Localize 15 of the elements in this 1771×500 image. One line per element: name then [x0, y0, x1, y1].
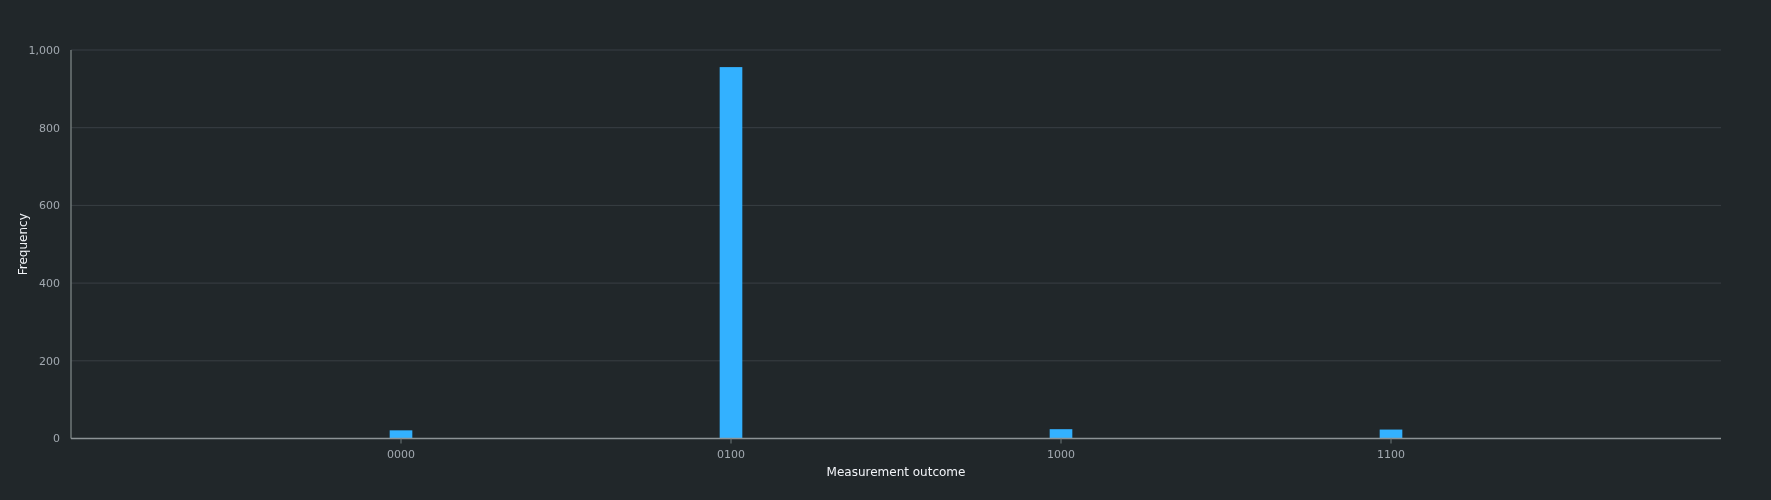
x-tick-label: 1100	[1377, 448, 1405, 462]
x-tick-label: 0100	[717, 448, 745, 462]
y-tick-label: 1,000	[28, 43, 60, 57]
bar	[719, 67, 743, 439]
y-axis-title: Frequency	[16, 213, 31, 276]
x-tick-label: 0000	[387, 448, 415, 462]
y-tick-label: 0	[53, 432, 60, 446]
bar	[1049, 429, 1073, 439]
y-tick-label: 200	[39, 354, 60, 368]
bar	[389, 430, 413, 439]
x-axis-title: Measurement outcome	[826, 465, 966, 480]
x-tick-label: 1000	[1047, 448, 1075, 462]
y-tick-label: 400	[39, 276, 60, 290]
y-tick-label: 800	[39, 121, 60, 135]
y-tick-label: 600	[39, 199, 60, 213]
